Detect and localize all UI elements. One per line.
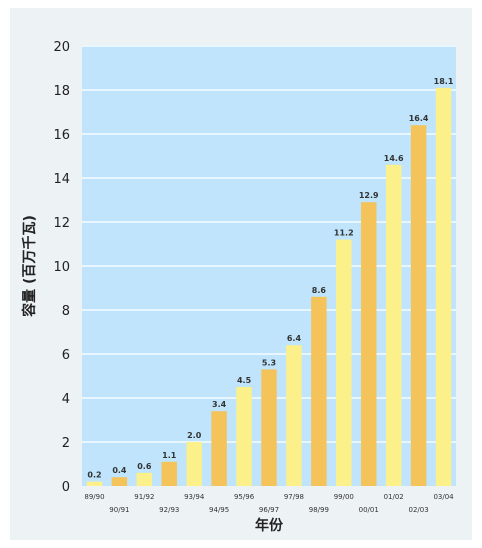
- bar-value-label: 11.2: [334, 229, 354, 238]
- y-tick-label: 20: [53, 40, 70, 55]
- value-labels: 0.2 0.4 0.6 1.1 2.0 3.4 4.5 5.3 6.4 8.6 11.2 12.9 14…: [87, 77, 453, 480]
- x-tick-label: 02/03: [409, 506, 429, 514]
- bar: [111, 477, 128, 486]
- bar: [161, 461, 177, 486]
- y-tick-label: 10: [53, 260, 70, 275]
- bar-value-label: 0.2: [87, 471, 101, 480]
- x-tick-label: 93/94: [184, 493, 205, 501]
- bar: [410, 125, 427, 486]
- x-tick-label: 03/04: [433, 493, 454, 501]
- bar: [311, 296, 327, 486]
- bar: [86, 481, 103, 486]
- x-tick-label: 95/96: [234, 493, 255, 501]
- bar: [435, 87, 452, 487]
- x-tick-label: 89/90: [84, 493, 104, 501]
- x-tick-label: 94/95: [209, 506, 229, 514]
- x-tick-labels: 89/90 90/91 91/92 92/93 93/94 94/95 95/96 96/97…: [84, 493, 454, 514]
- bar: [361, 202, 377, 486]
- bars: [86, 87, 452, 487]
- bar-value-label: 3.4: [212, 400, 227, 409]
- bar-value-label: 8.6: [312, 286, 327, 295]
- bar-chart: 0.2 0.4 0.6 1.1 2.0 3.4 4.5 5.3 6.4 8.6 11.2 12.9 14…: [21, 40, 456, 534]
- x-tick-label: 98/99: [309, 506, 329, 514]
- y-axis-title: 容量 (百万千瓦): [21, 215, 38, 318]
- bar-value-label: 16.4: [409, 114, 429, 123]
- y-tick-label: 6: [62, 348, 70, 363]
- x-tick-label: 01/02: [384, 493, 404, 501]
- x-axis-title: 年份: [255, 517, 284, 534]
- y-tick-label: 4: [62, 392, 70, 407]
- bar: [136, 472, 153, 486]
- y-tick-label: 14: [53, 172, 70, 187]
- x-tick-label: 00/01: [359, 506, 379, 514]
- x-tick-label: 92/93: [159, 506, 179, 514]
- y-tick-label: 16: [53, 128, 70, 143]
- bar-value-label: 0.6: [137, 462, 152, 471]
- bar: [336, 239, 352, 486]
- y-tick-label: 0: [62, 480, 70, 495]
- bar-value-label: 5.3: [262, 358, 276, 367]
- x-tick-label: 97/98: [284, 493, 304, 501]
- chart-panel: 0.2 0.4 0.6 1.1 2.0 3.4 4.5 5.3 6.4 8.6 11.2 12.9 14…: [10, 8, 472, 540]
- bar: [236, 387, 252, 486]
- bar-value-label: 6.4: [287, 334, 302, 343]
- y-tick-label: 12: [53, 216, 70, 231]
- bar: [286, 345, 302, 486]
- bar: [261, 369, 277, 486]
- x-tick-label: 90/91: [109, 506, 129, 514]
- x-tick-label: 99/00: [334, 493, 354, 501]
- y-tick-label: 8: [62, 304, 70, 319]
- bar-value-label: 4.5: [237, 376, 252, 385]
- y-tick-label: 18: [53, 84, 70, 99]
- x-tick-label: 91/92: [134, 493, 154, 501]
- bar-value-label: 14.6: [384, 154, 404, 163]
- bar-value-label: 1.1: [162, 451, 177, 460]
- bar-value-label: 2.0: [187, 431, 202, 440]
- y-tick-label: 2: [62, 436, 70, 451]
- bar: [186, 442, 202, 486]
- bar-value-label: 18.1: [434, 77, 454, 86]
- bar: [211, 411, 227, 486]
- x-tick-label: 96/97: [259, 506, 279, 514]
- bar-value-label: 0.4: [112, 466, 127, 475]
- bar: [385, 164, 402, 487]
- bar-value-label: 12.9: [359, 191, 379, 200]
- y-tick-labels: 0 2 4 6 8 10 12 14 16 18 20: [53, 40, 70, 495]
